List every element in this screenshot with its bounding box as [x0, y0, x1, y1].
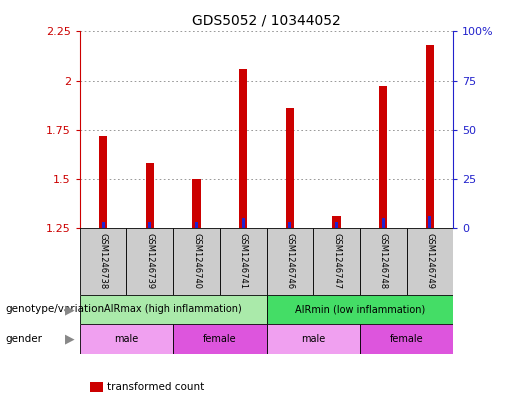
Bar [360, 324, 453, 354]
Bar [80, 295, 267, 324]
Bar [148, 222, 151, 228]
Bar [267, 324, 360, 354]
Text: gender: gender [5, 334, 42, 344]
Bar [99, 136, 107, 228]
Bar [428, 216, 432, 228]
Bar [242, 218, 245, 228]
Bar [267, 228, 313, 295]
Text: male: male [114, 334, 139, 344]
Text: male: male [301, 334, 325, 344]
Bar [173, 324, 267, 354]
Bar [101, 222, 105, 228]
Bar [335, 222, 338, 228]
Bar [220, 228, 267, 295]
Bar [239, 69, 247, 228]
Bar [80, 324, 173, 354]
Text: transformed count: transformed count [107, 382, 204, 392]
Bar [286, 108, 294, 228]
Text: female: female [390, 334, 423, 344]
Bar [195, 222, 198, 228]
Bar [382, 218, 385, 228]
Bar [127, 228, 173, 295]
Bar [332, 216, 341, 228]
Bar [288, 222, 291, 228]
Text: ▶: ▶ [65, 303, 74, 316]
Text: GSM1246739: GSM1246739 [145, 233, 154, 289]
Bar [146, 163, 154, 228]
Text: GSM1246738: GSM1246738 [99, 233, 108, 290]
Bar [173, 228, 220, 295]
Bar [406, 228, 453, 295]
Bar [426, 45, 434, 228]
Bar [80, 228, 127, 295]
Text: ▶: ▶ [65, 332, 74, 345]
Text: GSM1246749: GSM1246749 [425, 233, 434, 289]
Text: GSM1246746: GSM1246746 [285, 233, 295, 289]
Bar [267, 295, 453, 324]
Text: female: female [203, 334, 237, 344]
Text: GSM1246747: GSM1246747 [332, 233, 341, 289]
Text: genotype/variation: genotype/variation [5, 305, 104, 314]
Bar [360, 228, 406, 295]
Text: GSM1246748: GSM1246748 [379, 233, 388, 289]
Text: AIRmax (high inflammation): AIRmax (high inflammation) [105, 305, 242, 314]
Title: GDS5052 / 10344052: GDS5052 / 10344052 [192, 13, 341, 28]
Bar [192, 179, 201, 228]
Bar [313, 228, 360, 295]
Bar [379, 86, 387, 228]
Text: GSM1246740: GSM1246740 [192, 233, 201, 289]
Text: GSM1246741: GSM1246741 [238, 233, 248, 289]
Text: AIRmin (low inflammation): AIRmin (low inflammation) [295, 305, 425, 314]
